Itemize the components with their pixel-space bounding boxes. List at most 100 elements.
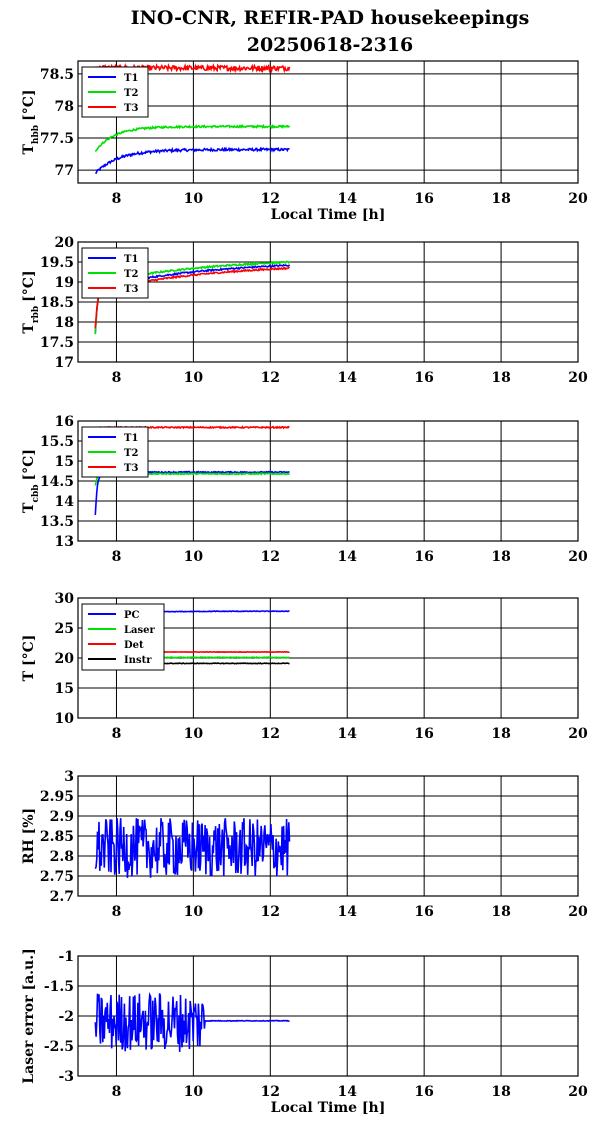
y-tick-label: 13.5 [40, 514, 74, 530]
y-tick-label: 18.5 [40, 295, 74, 311]
y-tick-label: 19 [55, 275, 74, 291]
panel-5: 8 10 12 14 16 18 20 2.7 2.75 2.8 2.85 2.9 2.95 3 RH [%… [21, 769, 588, 920]
series-group [94, 818, 291, 878]
y-axis-label-unit: [°C] [21, 90, 37, 121]
y-tick-label: 77 [55, 163, 74, 179]
x-tick-label: 18 [491, 370, 510, 386]
legend-label: T2 [124, 88, 138, 99]
legend: T1 T2 T3 [81, 247, 149, 299]
y-axis-label-unit: [°C] [21, 449, 37, 480]
x-tick-label: 16 [414, 1084, 433, 1100]
x-tick-label: 16 [414, 370, 433, 386]
y-tick-label: 18 [55, 315, 74, 331]
y-axis-label-main: RH [%] [21, 808, 37, 864]
y-tick-label: 17 [55, 355, 74, 371]
y-tick-label: 2.85 [40, 829, 74, 845]
y-tick-label: 14.5 [40, 474, 74, 490]
y-axis-label-main: Laser error [a.u.] [21, 948, 37, 1083]
series-line-t2 [94, 123, 291, 152]
legend-label: T3 [124, 284, 138, 295]
legend-label: T2 [124, 448, 138, 459]
y-axis-label-subscript: hbb [31, 125, 41, 144]
figure-title-line1: INO-CNR, REFIR-PAD housekeepings [131, 7, 530, 29]
x-tick-label: 14 [337, 1084, 357, 1100]
legend-label: Laser [124, 625, 156, 636]
x-tick-label: 14 [337, 370, 357, 386]
y-tick-label: 2.9 [50, 809, 74, 825]
x-tick-label: 18 [491, 549, 510, 565]
x-tick-label: 16 [414, 726, 433, 742]
legend-label: T3 [124, 463, 138, 474]
legend-label: PC [124, 610, 140, 621]
x-tick-label: 12 [261, 726, 280, 742]
x-tick-label: 10 [184, 370, 204, 386]
x-tick-label: 20 [568, 726, 588, 742]
panel-3: 8 10 12 14 16 18 201313.51414.51515.516T1T2T3T… [21, 414, 588, 565]
y-tick-label: -1.5 [44, 979, 74, 995]
figure-title-line2: 20250618-2316 [247, 34, 414, 56]
x-tick-label: 18 [491, 1084, 510, 1100]
x-axis-label: Local Time [h] [271, 207, 386, 223]
y-axis-label-subscript: cbb [31, 484, 41, 502]
y-axis-label: T [°C] [21, 635, 37, 682]
y-axis-label-unit: [°C] [21, 270, 37, 301]
y-axis-label: Thbb [°C] [21, 90, 41, 155]
series-line-t1 [94, 470, 290, 515]
x-tick-label: 20 [568, 1084, 588, 1100]
y-tick-label: 77.5 [40, 131, 74, 147]
x-tick-label: 10 [184, 726, 204, 742]
x-tick-label: 10 [184, 1084, 204, 1100]
legend-label: T2 [124, 269, 138, 280]
x-tick-label: 18 [491, 191, 510, 207]
legend-label: T1 [124, 73, 138, 84]
x-tick-label: 12 [261, 370, 280, 386]
x-tick-label: 16 [414, 904, 433, 920]
x-tick-label: 20 [568, 191, 588, 207]
x-tick-label: 14 [337, 904, 357, 920]
y-tick-label: 2.95 [40, 789, 74, 805]
legend-label: T1 [124, 254, 138, 265]
y-tick-label: 78 [55, 99, 74, 115]
y-tick-label: 25 [55, 621, 74, 637]
panel-4: 8 10 12 14 16 18 20 10 15 20 25 30 PC Laser Det Instr T … [21, 591, 588, 742]
x-tick-label: 8 [112, 370, 122, 386]
x-tick-label: 14 [337, 726, 357, 742]
y-tick-label: 13 [55, 534, 74, 550]
x-tick-label: 14 [337, 549, 357, 565]
y-axis-label: Laser error [a.u.] [21, 948, 37, 1083]
x-tick-label: 18 [491, 904, 510, 920]
x-tick-label: 14 [337, 191, 357, 207]
x-tick-label: 12 [261, 1084, 280, 1100]
plot-frame [77, 60, 579, 184]
y-tick-label: -2 [58, 1009, 74, 1025]
x-tick-label: 20 [568, 904, 588, 920]
y-axis-label-main: T [21, 143, 37, 154]
legend-label: Det [124, 640, 144, 651]
legend: PC Laser Det Instr [81, 603, 165, 671]
x-axis-label: Local Time [h] [271, 1100, 386, 1116]
x-tick-label: 8 [112, 549, 122, 565]
x-tick-label: 10 [184, 191, 204, 207]
y-tick-label: 78.5 [40, 67, 74, 83]
y-tick-label: 2.7 [50, 889, 74, 905]
y-axis-label-subscript: rbb [31, 306, 41, 323]
x-tick-label: 16 [414, 191, 433, 207]
series-group [94, 991, 290, 1052]
y-tick-label: 30 [55, 591, 75, 607]
y-axis-label: Tcbb [°C] [21, 449, 41, 513]
panel-6: 8 10 12 14 16 18 20 -3 -2.5 -2 -1.5 -1 Laser error [… [21, 948, 588, 1116]
series-line-t1 [95, 146, 290, 174]
legend-label: Instr [124, 655, 152, 666]
y-tick-label: -1 [58, 949, 74, 965]
y-axis-label-main: T [°C] [21, 635, 37, 682]
plot-frame [77, 420, 579, 542]
legend-label: T1 [124, 433, 138, 444]
x-tick-label: 8 [112, 191, 122, 207]
plot-frame [77, 597, 579, 719]
x-tick-label: 10 [184, 904, 204, 920]
y-tick-label: 2.8 [50, 849, 74, 865]
y-tick-label: 20 [55, 651, 75, 667]
plot-frame [77, 955, 579, 1077]
y-tick-label: 14 [55, 494, 75, 510]
